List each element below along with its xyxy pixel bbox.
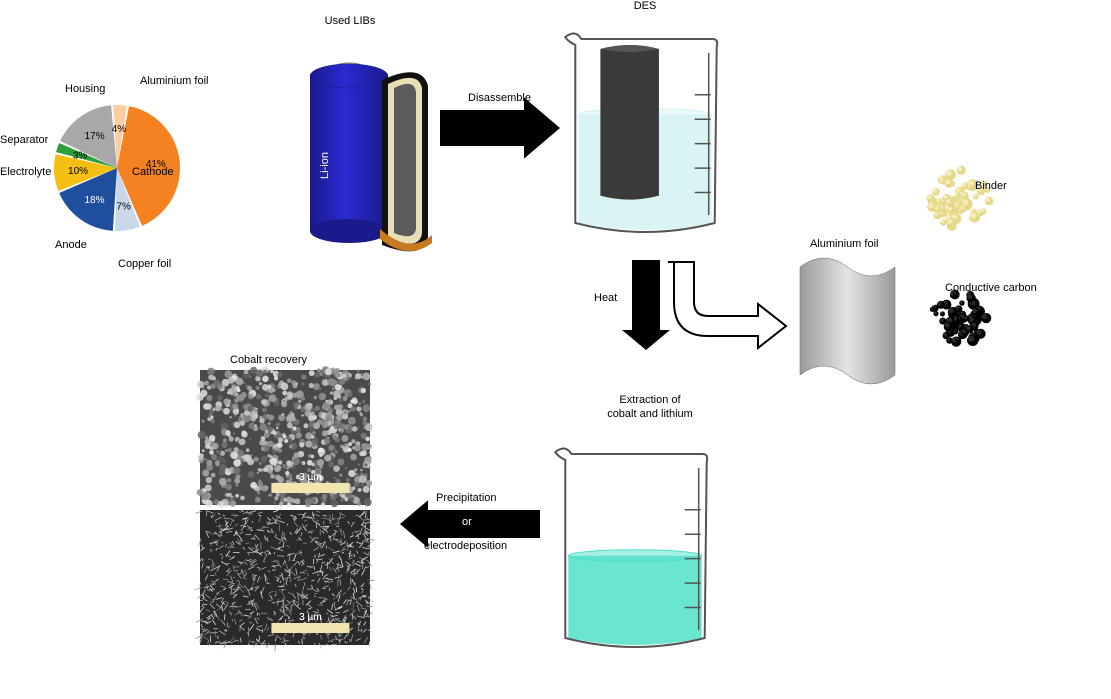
- pie-label-housing: Housing: [65, 83, 105, 95]
- foil-caption: Aluminium foil: [810, 238, 878, 250]
- svg-text:3 µm: 3 µm: [299, 472, 321, 483]
- pie-label-copper: Copper foil: [118, 258, 171, 270]
- battery-caption: Used LIBs: [300, 15, 400, 27]
- pie-label-electro: Electrolyte: [0, 166, 51, 178]
- svg-text:Li-ion: Li-ion: [319, 152, 331, 179]
- heat-label: Heat: [594, 292, 617, 304]
- disassemble-label: Disassemble: [468, 92, 531, 104]
- extraction-line2: cobalt and lithium: [607, 408, 693, 420]
- precip-mid: or: [462, 516, 472, 528]
- svg-text:17%: 17%: [85, 131, 105, 142]
- pie-label-cathode: Cathode: [132, 166, 174, 178]
- sem-caption: Cobalt recovery: [230, 354, 307, 366]
- precip-top: Precipitation: [436, 492, 497, 504]
- extraction-caption: Extraction of cobalt and lithium: [570, 393, 730, 422]
- des-caption: DES: [615, 0, 675, 12]
- carbon-caption: Conductive carbon: [945, 282, 1037, 294]
- svg-text:4%: 4%: [112, 124, 127, 135]
- diagram-canvas: 41%7%18%10%3%17%4%Li-ion3 µm3 µm3 µm3 µm: [0, 0, 1111, 699]
- pie-label-anode: Anode: [55, 239, 87, 251]
- pie-label-alum: Aluminium foil: [140, 75, 208, 87]
- svg-text:3 µm: 3 µm: [299, 612, 321, 623]
- svg-text:18%: 18%: [84, 195, 104, 206]
- precip-bottom: electrodeposition: [424, 540, 507, 552]
- svg-text:10%: 10%: [68, 166, 88, 177]
- binder-caption: Binder: [975, 180, 1007, 192]
- svg-text:7%: 7%: [116, 201, 131, 212]
- extraction-line1: Extraction of: [619, 394, 680, 406]
- pie-label-sep: Separator: [0, 134, 48, 146]
